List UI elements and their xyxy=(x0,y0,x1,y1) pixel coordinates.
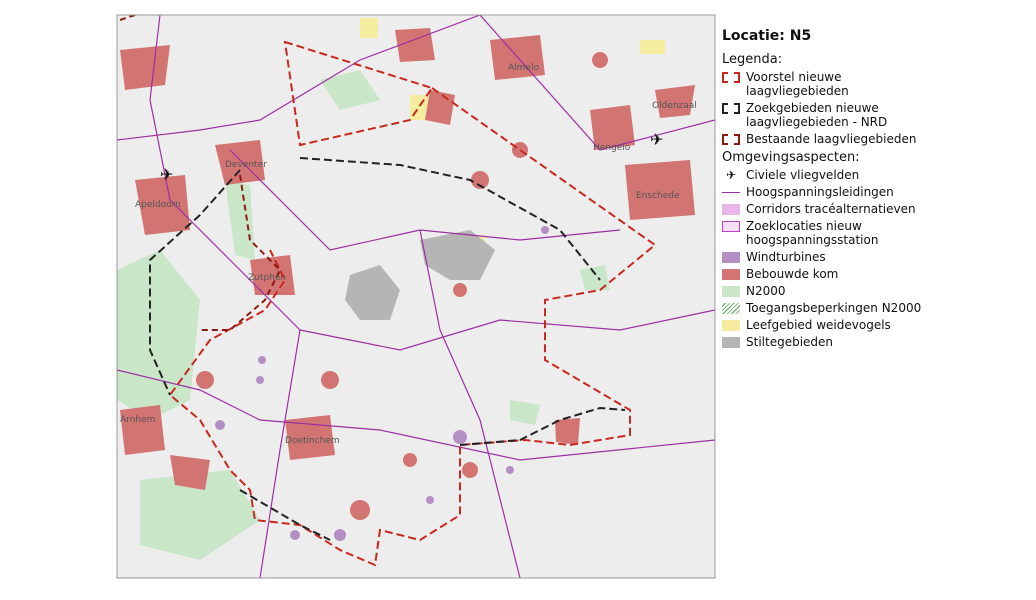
legend-label: Toegangsbeperkingen N2000 xyxy=(746,301,922,315)
legend-label: Windturbines xyxy=(746,250,826,264)
svg-text:✈: ✈ xyxy=(650,130,663,149)
legend-item: N2000 xyxy=(722,284,1022,298)
legend-item: Hoogspanningsleidingen xyxy=(722,185,1022,199)
place-label: Almelo xyxy=(508,63,539,73)
title: Locatie: N5 xyxy=(722,28,812,44)
legend-label: Bestaande laagvliegebieden xyxy=(746,132,917,146)
legend-item: Toegangsbeperkingen N2000 xyxy=(722,301,1022,315)
legend-item: Stiltegebieden xyxy=(722,335,1022,349)
voorstel-gebied xyxy=(168,87,657,567)
place-label: Doetinchem xyxy=(285,436,340,446)
map-frame xyxy=(116,14,716,579)
voorstel-gebied xyxy=(283,40,434,147)
legend-label: Bebouwde kom xyxy=(746,267,839,281)
place-label: Zutphen xyxy=(248,273,286,283)
legend-item: Bestaande laagvliegebieden xyxy=(722,132,1022,146)
bestaand-gebied xyxy=(119,15,282,331)
place-label: Arnhem xyxy=(120,415,155,425)
legend: Locatie: N5 Legenda: Voorstel nieuwe laa… xyxy=(722,28,1022,352)
legend-label: Hoogspanningsleidingen xyxy=(746,185,894,199)
hoogspanningsleidingen xyxy=(117,15,715,578)
legend-title: Legenda: xyxy=(722,52,783,67)
place-label: Enschede xyxy=(636,191,680,201)
legend-item: Voorstel nieuwe laagvliegebieden xyxy=(722,70,1022,98)
legend-label: Civiele vliegvelden xyxy=(746,168,860,182)
legend-label: N2000 xyxy=(746,284,786,298)
windturbines xyxy=(215,226,549,541)
place-label: Hengelo xyxy=(593,143,631,153)
legend-label: Stiltegebieden xyxy=(746,335,834,349)
legend-label: Corridors tracéalternatieven xyxy=(746,202,916,216)
stiltegebieden xyxy=(345,230,495,320)
nrd-gebied xyxy=(149,157,626,541)
legend-item: Zoekgebieden nieuwe laagvliegebieden - N… xyxy=(722,101,1022,129)
n2000 xyxy=(117,70,610,560)
legend-item: Windturbines xyxy=(722,250,1022,264)
bebouwde-kom xyxy=(120,28,695,520)
legend-item: ✈ Civiele vliegvelden xyxy=(725,168,860,182)
place-label: Apeldoorn xyxy=(135,200,181,210)
legend-label: Voorstel nieuwe laagvliegebieden xyxy=(746,70,849,98)
legend-item: Bebouwde kom xyxy=(722,267,1022,281)
legend-item: Corridors tracéalternatieven xyxy=(722,202,1022,216)
legend-label: Leefgebied weidevogels xyxy=(746,318,891,332)
vliegvelden: ✈✈ xyxy=(160,130,663,184)
legend-label: Zoeklocaties nieuw hoogspanningsstation xyxy=(746,219,879,247)
legend-item: Zoeklocaties nieuw hoogspanningsstation xyxy=(722,219,1022,247)
svg-text:✈: ✈ xyxy=(160,165,173,184)
aspects-title: Omgevingsaspecten: xyxy=(722,150,860,165)
legend-label: Zoekgebieden nieuwe laagvliegebieden - N… xyxy=(746,101,888,129)
place-label: Deventer xyxy=(225,160,267,170)
place-label: Oldenzaal xyxy=(652,101,697,111)
legend-item: Leefgebied weidevogels xyxy=(722,318,1022,332)
